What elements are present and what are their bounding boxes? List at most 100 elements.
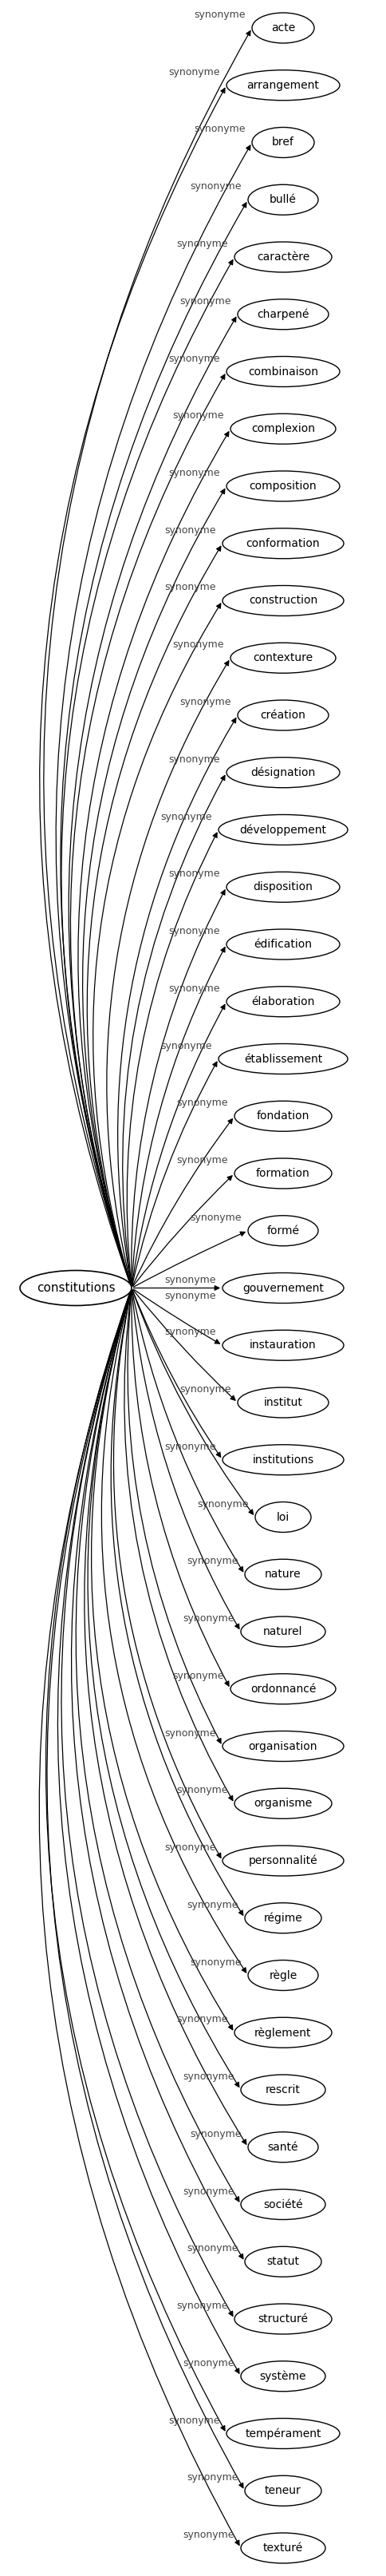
Text: conformation: conformation xyxy=(245,538,319,549)
Text: composition: composition xyxy=(249,482,316,492)
Ellipse shape xyxy=(226,930,339,958)
Text: synonyme: synonyme xyxy=(164,1842,216,1852)
Ellipse shape xyxy=(230,644,335,672)
Text: tempérament: tempérament xyxy=(245,2427,320,2439)
Text: édification: édification xyxy=(254,938,312,951)
Ellipse shape xyxy=(230,415,335,443)
Text: complexion: complexion xyxy=(251,422,314,435)
Text: synonyme: synonyme xyxy=(190,180,241,191)
Ellipse shape xyxy=(252,126,313,157)
Text: synonyme: synonyme xyxy=(176,1154,228,1164)
Text: ordonnancé: ordonnancé xyxy=(250,1682,315,1695)
Text: synonyme: synonyme xyxy=(179,1383,231,1394)
Text: développement: développement xyxy=(239,824,326,835)
Text: constitutions: constitutions xyxy=(36,1283,115,1293)
Ellipse shape xyxy=(240,1618,325,1646)
Ellipse shape xyxy=(247,2133,318,2161)
Ellipse shape xyxy=(234,1159,331,1188)
Text: désignation: désignation xyxy=(250,768,315,778)
Ellipse shape xyxy=(247,185,318,214)
Text: personnalité: personnalité xyxy=(248,1855,317,1868)
Text: synonyme: synonyme xyxy=(183,1613,234,1623)
Text: formé: formé xyxy=(266,1226,299,1236)
Ellipse shape xyxy=(255,1502,310,1533)
Text: acte: acte xyxy=(271,23,295,33)
Text: synonyme: synonyme xyxy=(176,240,228,250)
Text: bullé: bullé xyxy=(269,193,296,206)
Text: organisme: organisme xyxy=(253,1798,312,1808)
Text: arrangement: arrangement xyxy=(246,80,319,90)
Text: synonyme: synonyme xyxy=(172,410,223,420)
Text: synonyme: synonyme xyxy=(183,2530,234,2540)
Text: société: société xyxy=(263,2200,302,2210)
Ellipse shape xyxy=(226,70,339,100)
Text: synonyme: synonyme xyxy=(160,1041,212,1051)
Text: synonyme: synonyme xyxy=(194,10,245,21)
Text: synonyme: synonyme xyxy=(187,2473,238,2483)
Text: synonyme: synonyme xyxy=(160,811,212,822)
Text: bref: bref xyxy=(271,137,294,147)
Text: combinaison: combinaison xyxy=(247,366,318,376)
Text: statut: statut xyxy=(266,2257,299,2267)
Text: institutions: institutions xyxy=(252,1455,313,1466)
Ellipse shape xyxy=(234,1788,331,1819)
Text: régime: régime xyxy=(263,1911,302,1924)
Text: synonyme: synonyme xyxy=(197,1499,248,1510)
Text: synonyme: synonyme xyxy=(183,2187,234,2197)
Ellipse shape xyxy=(226,2419,339,2450)
Text: synonyme: synonyme xyxy=(164,1327,216,1337)
Ellipse shape xyxy=(218,1043,347,1074)
Ellipse shape xyxy=(244,2476,321,2506)
Text: synonyme: synonyme xyxy=(183,2071,234,2081)
Text: synonyme: synonyme xyxy=(172,639,223,649)
Ellipse shape xyxy=(247,1216,318,1247)
Text: rescrit: rescrit xyxy=(265,2084,300,2094)
Ellipse shape xyxy=(237,1388,328,1417)
Text: élaboration: élaboration xyxy=(251,997,314,1007)
Text: synonyme: synonyme xyxy=(190,1958,241,1968)
Text: synonyme: synonyme xyxy=(164,1291,216,1301)
Ellipse shape xyxy=(226,987,339,1018)
Ellipse shape xyxy=(234,2017,331,2048)
Text: charpené: charpené xyxy=(257,309,308,319)
Text: contexture: contexture xyxy=(253,652,312,665)
Ellipse shape xyxy=(226,757,339,788)
Ellipse shape xyxy=(230,1674,335,1705)
Text: synonyme: synonyme xyxy=(168,984,220,994)
Text: fondation: fondation xyxy=(256,1110,309,1121)
Text: synonyme: synonyme xyxy=(172,1672,223,1682)
Ellipse shape xyxy=(222,585,343,616)
Ellipse shape xyxy=(237,299,328,330)
Text: synonyme: synonyme xyxy=(168,925,220,935)
Ellipse shape xyxy=(240,2190,325,2221)
Text: synonyme: synonyme xyxy=(168,755,220,765)
Ellipse shape xyxy=(218,814,347,845)
Text: teneur: teneur xyxy=(264,2486,301,2496)
Text: synonyme: synonyme xyxy=(190,2128,241,2138)
Text: règlement: règlement xyxy=(254,2027,311,2038)
Text: santé: santé xyxy=(267,2141,298,2154)
Text: établissement: établissement xyxy=(244,1054,322,1064)
Text: synonyme: synonyme xyxy=(190,1213,241,1224)
Text: synonyme: synonyme xyxy=(194,124,245,134)
Ellipse shape xyxy=(252,13,313,44)
Ellipse shape xyxy=(222,1844,343,1875)
Ellipse shape xyxy=(234,242,331,273)
Text: synonyme: synonyme xyxy=(168,353,220,363)
Ellipse shape xyxy=(20,1270,131,1306)
Text: synonyme: synonyme xyxy=(183,2357,234,2367)
Ellipse shape xyxy=(244,1904,321,1932)
Text: formation: formation xyxy=(256,1167,310,1180)
Ellipse shape xyxy=(222,1329,343,1360)
Text: synonyme: synonyme xyxy=(164,582,216,592)
Text: texturé: texturé xyxy=(262,2543,303,2553)
Text: loi: loi xyxy=(276,1512,289,1522)
Text: règle: règle xyxy=(269,1971,296,1981)
Text: synonyme: synonyme xyxy=(168,2416,220,2427)
Text: synonyme: synonyme xyxy=(176,2014,228,2025)
Ellipse shape xyxy=(222,1731,343,1762)
Text: synonyme: synonyme xyxy=(179,698,231,708)
Text: synonyme: synonyme xyxy=(164,1443,216,1453)
Text: synonyme: synonyme xyxy=(164,1275,216,1285)
Text: synonyme: synonyme xyxy=(176,2300,228,2311)
